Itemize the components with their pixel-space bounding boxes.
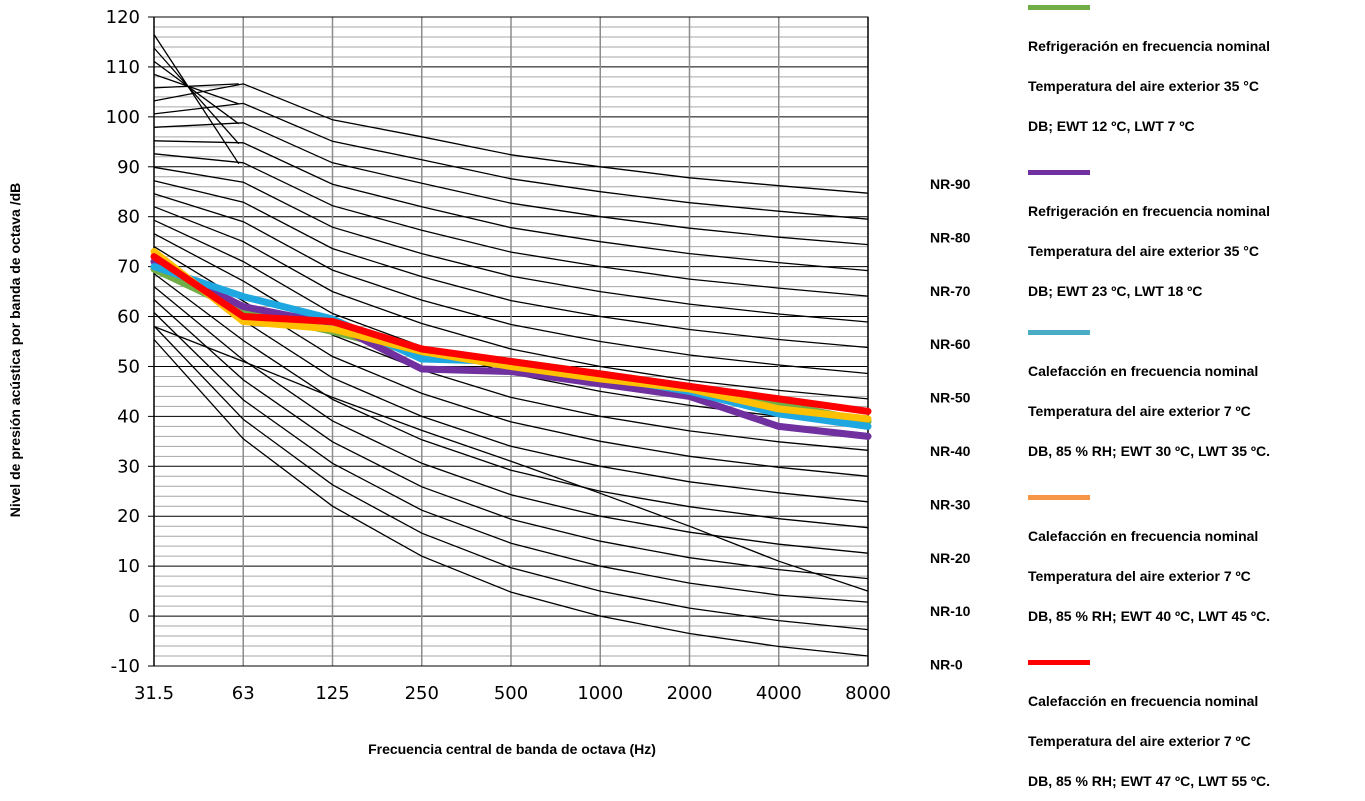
- nr-curve: [153, 83, 869, 194]
- legend-text: Temperatura del aire exterior 35 °C: [1028, 78, 1259, 94]
- y-tick-label: 80: [117, 207, 140, 228]
- y-tick-label: 100: [106, 107, 140, 128]
- y-tick-label: 90: [117, 157, 140, 178]
- nr-label: NR-90: [930, 176, 971, 192]
- plot-border: [153, 16, 869, 667]
- y-tick-label: 50: [117, 356, 140, 377]
- legend-text: Calefacción en frecuencia nominal: [1028, 528, 1259, 544]
- legend-text: DB; EWT 12 ºC, LWT 7 ºC: [1028, 118, 1195, 134]
- x-tick-label: 31.5: [134, 683, 174, 704]
- legend-text: Calefacción en frecuencia nominal: [1028, 363, 1259, 379]
- x-tick-label: 500: [494, 683, 528, 704]
- legend-text: Temperatura del aire exterior 35 °C: [1028, 243, 1259, 259]
- nr-curve: [153, 34, 240, 165]
- legend-swatch: [1028, 5, 1090, 10]
- legend-text: DB; EWT 23 ºC, LWT 18 ºC: [1028, 283, 1203, 299]
- legend-swatch: [1028, 660, 1090, 665]
- legend-item: Refrigeración en frecuencia nominal Tempe…: [1028, 5, 1358, 146]
- legend-text: Temperatura del aire exterior 7 ºC: [1028, 403, 1251, 419]
- nr-curve: [153, 166, 869, 323]
- nr-label: NR-80: [930, 229, 971, 245]
- nr-labels: NR-90 NR-80 NR-70 NR-60 NR-50 NR-40 NR-30 NR-20…: [930, 176, 971, 673]
- legend-item: Calefacción en frecuencia nominal Tempera…: [1028, 330, 1358, 471]
- y-tick-label: 10: [117, 556, 140, 577]
- nr-label: NR-70: [930, 283, 971, 299]
- major-gridlines: [148, 16, 869, 667]
- nr-curve: [153, 339, 869, 657]
- nr-curve: [153, 47, 240, 145]
- nr-curve: [153, 312, 869, 603]
- legend-text: Refrigeración en frecuencia nominal: [1028, 203, 1270, 219]
- legend-swatch: [1028, 495, 1090, 500]
- nr-curve: [153, 299, 869, 580]
- nr-curve: [153, 233, 869, 451]
- nr-curve: [153, 153, 869, 297]
- nr-label: NR-0: [930, 657, 963, 673]
- nr-curve: [153, 73, 240, 105]
- y-tick-label: 60: [117, 307, 140, 328]
- nr-curve: [153, 206, 869, 400]
- y-tick-label: 70: [117, 257, 140, 278]
- y-tick-labels: -10 0 10 20 30 40 50 60 70 80 90 100 110 120: [106, 7, 140, 677]
- y-axis-title: Nivel de presión acústica por banda de o…: [7, 183, 23, 518]
- nr-label: NR-10: [930, 603, 971, 619]
- x-axis-title: Frecuencia central de banda de octava (H…: [368, 741, 656, 757]
- x-tick-label: 250: [405, 683, 439, 704]
- y-tick-label: 110: [106, 57, 140, 78]
- legend-text: Temperatura del aire exterior 7 ºC: [1028, 568, 1251, 584]
- series-line: [150, 248, 872, 423]
- legend-text: DB, 85 % RH; EWT 47 ºC, LWT 55 ºC.: [1028, 773, 1271, 789]
- nr-curve: [153, 286, 869, 554]
- nr-label: NR-30: [930, 496, 971, 512]
- nr-label: NR-50: [930, 390, 971, 406]
- x-tick-labels: 31.5 63 125 250 500 1000 2000 4000 8000: [134, 683, 891, 704]
- nr-curve: [153, 83, 239, 89]
- nr-label: NR-20: [930, 550, 971, 566]
- y-tick-label: 0: [129, 606, 140, 627]
- legend-item: Refrigeración en frecuencia nominal Tempe…: [1028, 170, 1358, 311]
- nr-curve: [153, 273, 869, 529]
- x-tick-label: 125: [315, 683, 349, 704]
- nr-curve: [153, 180, 869, 349]
- y-tick-label: 40: [117, 406, 140, 427]
- x-tick-label: 1000: [577, 683, 623, 704]
- x-tick-label: 4000: [756, 683, 802, 704]
- nr-curve: [153, 122, 869, 246]
- legend-swatch: [1028, 330, 1090, 335]
- nr-curves: [153, 34, 869, 657]
- y-tick-label: 20: [117, 506, 140, 527]
- x-tick-label: 8000: [845, 683, 891, 704]
- nr-curve: [153, 102, 869, 220]
- legend-text: Refrigeración en frecuencia nominal: [1028, 38, 1270, 54]
- x-tick-label: 2000: [667, 683, 713, 704]
- nr-curve: [153, 193, 869, 375]
- y-tick-label: -10: [111, 656, 140, 677]
- legend-item: Calefacción en frecuencia nominal Tempera…: [1028, 660, 1358, 801]
- nr-curve: [153, 325, 869, 631]
- y-tick-label: 30: [117, 456, 140, 477]
- legend-text: Temperatura del aire exterior 7 ºC: [1028, 733, 1251, 749]
- y-tick-label: 120: [106, 7, 140, 28]
- legend-item: Calefacción en frecuencia nominal Tempera…: [1028, 495, 1358, 636]
- x-tick-label: 63: [232, 683, 255, 704]
- legend-text: DB, 85 % RH; EWT 30 ºC, LWT 35 ºC.: [1028, 443, 1271, 459]
- series-line: [150, 258, 872, 440]
- legend-text: DB, 85 % RH; EWT 40 ºC, LWT 45 ºC.: [1028, 608, 1271, 624]
- nr-extra-curve: [153, 325, 869, 592]
- series-line: [150, 253, 872, 415]
- nr-label: NR-60: [930, 336, 971, 352]
- nr-curve: [153, 259, 869, 503]
- series-lines: [150, 248, 872, 440]
- legend-swatch: [1028, 170, 1090, 175]
- nr-curve: [153, 140, 869, 272]
- legend-text: Calefacción en frecuencia nominal: [1028, 693, 1259, 709]
- nr-curve: [153, 60, 240, 125]
- nr-label: NR-40: [930, 443, 971, 459]
